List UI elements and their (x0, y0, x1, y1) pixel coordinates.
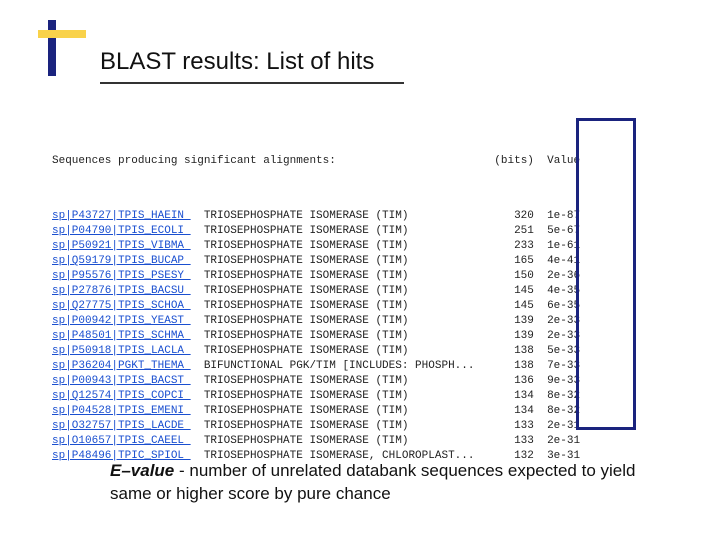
accent-horizontal (38, 30, 86, 38)
header-right: (bits) Value (494, 155, 580, 167)
hit-row: sp|P36204|PGKT_THEMA BIFUNCTIONAL PGK/TI… (52, 359, 580, 374)
hit-id-link[interactable]: sp|P48501|TPIS_SCHMA (52, 330, 191, 342)
hit-row: sp|P00942|TPIS_YEAST TRIOSEPHOSPHATE ISO… (52, 314, 580, 329)
hit-id-link[interactable]: sp|P43727|TPIS_HAEIN (52, 210, 191, 222)
hit-rest: TRIOSEPHOSPHATE ISOMERASE (TIM) 134 8e-3… (191, 405, 580, 417)
hit-rest: TRIOSEPHOSPHATE ISOMERASE (TIM) 133 2e-3… (191, 420, 580, 432)
hit-id-link[interactable]: sp|P95576|TPIS_PSESY (52, 270, 191, 282)
hit-rest: TRIOSEPHOSPHATE ISOMERASE (TIM) 251 5e-6… (191, 225, 580, 237)
hit-id-link[interactable]: sp|Q27775|TPIS_SCHOA (52, 300, 191, 312)
hit-rest: TRIOSEPHOSPHATE ISOMERASE (TIM) 133 2e-3… (191, 435, 580, 447)
hit-rest: TRIOSEPHOSPHATE ISOMERASE (TIM) 150 2e-3… (191, 270, 580, 282)
caption: E–value - number of unrelated databank s… (110, 460, 650, 506)
hit-row: sp|P50918|TPIS_LACLA TRIOSEPHOSPHATE ISO… (52, 344, 580, 359)
blast-header-row: Sequences producing significant alignmen… (52, 154, 580, 169)
hit-row: sp|Q12574|TPIS_COPCI TRIOSEPHOSPHATE ISO… (52, 389, 580, 404)
hit-id-link[interactable]: sp|O32757|TPIS_LACDE (52, 420, 191, 432)
hit-row: sp|P00943|TPIS_BACST TRIOSEPHOSPHATE ISO… (52, 374, 580, 389)
hit-rest: TRIOSEPHOSPHATE ISOMERASE (TIM) 145 4e-3… (191, 285, 580, 297)
hit-id-link[interactable]: sp|P04528|TPIS_EMENI (52, 405, 191, 417)
hit-row: sp|P48501|TPIS_SCHMA TRIOSEPHOSPHATE ISO… (52, 329, 580, 344)
caption-rest: - number of unrelated databank sequences… (110, 461, 635, 503)
hit-row: sp|O10657|TPIS_CAEEL TRIOSEPHOSPHATE ISO… (52, 434, 580, 449)
hit-row: sp|P95576|TPIS_PSESY TRIOSEPHOSPHATE ISO… (52, 269, 580, 284)
hit-id-link[interactable]: sp|P00943|TPIS_BACST (52, 375, 191, 387)
caption-term: E–value (110, 461, 174, 480)
hit-rest: TRIOSEPHOSPHATE ISOMERASE (TIM) 233 1e-6… (191, 240, 580, 252)
hit-row: sp|P43727|TPIS_HAEIN TRIOSEPHOSPHATE ISO… (52, 209, 580, 224)
hit-row: sp|Q27775|TPIS_SCHOA TRIOSEPHOSPHATE ISO… (52, 299, 580, 314)
hit-rest: TRIOSEPHOSPHATE ISOMERASE (TIM) 136 9e-3… (191, 375, 580, 387)
slide-title: BLAST results: List of hits (100, 48, 374, 76)
hit-id-link[interactable]: sp|O10657|TPIS_CAEEL (52, 435, 191, 447)
hit-rest: TRIOSEPHOSPHATE ISOMERASE (TIM) 320 1e-8… (191, 210, 580, 222)
hit-id-link[interactable]: sp|P04790|TPIS_ECOLI (52, 225, 191, 237)
hit-id-link[interactable]: sp|P00942|TPIS_YEAST (52, 315, 191, 327)
header-left: Sequences producing significant alignmen… (52, 155, 336, 167)
hit-row: sp|Q59179|TPIS_BUCAP TRIOSEPHOSPHATE ISO… (52, 254, 580, 269)
hit-rest: TRIOSEPHOSPHATE ISOMERASE (TIM) 139 2e-3… (191, 315, 580, 327)
hit-rest: TRIOSEPHOSPHATE ISOMERASE (TIM) 138 5e-3… (191, 345, 580, 357)
hit-id-link[interactable]: sp|P50921|TPIS_VIBMA (52, 240, 191, 252)
hit-id-link[interactable]: sp|P36204|PGKT_THEMA (52, 360, 191, 372)
hit-id-link[interactable]: sp|P50918|TPIS_LACLA (52, 345, 191, 357)
hit-rest: TRIOSEPHOSPHATE ISOMERASE (TIM) 145 6e-3… (191, 300, 580, 312)
title-underline (100, 82, 404, 84)
hit-rest: TRIOSEPHOSPHATE ISOMERASE (TIM) 134 8e-3… (191, 390, 580, 402)
hit-rest: TRIOSEPHOSPHATE ISOMERASE (TIM) 165 4e-4… (191, 255, 580, 267)
hit-id-link[interactable]: sp|P27876|TPIS_BACSU (52, 285, 191, 297)
hit-row: sp|P27876|TPIS_BACSU TRIOSEPHOSPHATE ISO… (52, 284, 580, 299)
hit-rest: TRIOSEPHOSPHATE ISOMERASE (TIM) 139 2e-3… (191, 330, 580, 342)
corner-accent (38, 20, 86, 76)
hit-id-link[interactable]: sp|Q59179|TPIS_BUCAP (52, 255, 191, 267)
hit-row: sp|P50921|TPIS_VIBMA TRIOSEPHOSPHATE ISO… (52, 239, 580, 254)
accent-vertical (48, 20, 56, 76)
hit-id-link[interactable]: sp|Q12574|TPIS_COPCI (52, 390, 191, 402)
hit-row: sp|P04528|TPIS_EMENI TRIOSEPHOSPHATE ISO… (52, 404, 580, 419)
blast-output: Sequences producing significant alignmen… (52, 124, 580, 479)
hit-row: sp|P04790|TPIS_ECOLI TRIOSEPHOSPHATE ISO… (52, 224, 580, 239)
evalue-highlight-box (576, 118, 636, 430)
hit-rows: sp|P43727|TPIS_HAEIN TRIOSEPHOSPHATE ISO… (52, 209, 580, 464)
hit-row: sp|O32757|TPIS_LACDE TRIOSEPHOSPHATE ISO… (52, 419, 580, 434)
hit-rest: BIFUNCTIONAL PGK/TIM [INCLUDES: PHOSPH..… (191, 360, 580, 372)
